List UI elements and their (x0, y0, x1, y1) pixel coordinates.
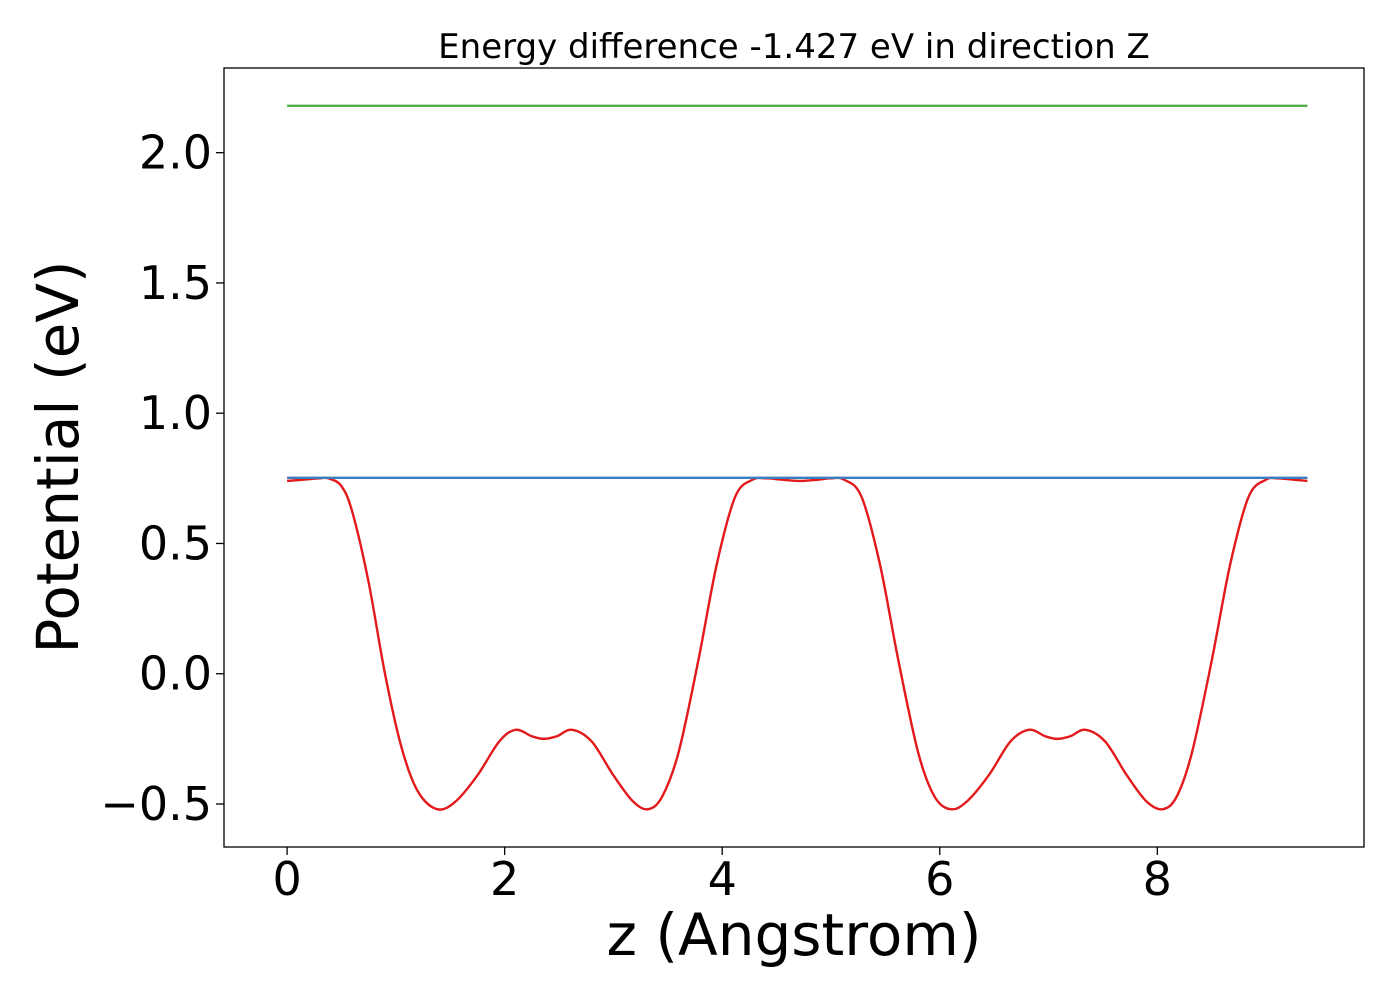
x-axis-label: z (Angstrom) (607, 901, 982, 969)
y-axis-label: Potential (eV) (24, 260, 92, 653)
y-axis: −0.5 0.0 0.5 1.0 1.5 2.0 (100, 126, 224, 831)
y-tick-label: 1.5 (139, 256, 212, 310)
series-layer (286, 104, 1308, 811)
y-tick-label: 1.0 (139, 386, 212, 440)
y-tick-label: 0.5 (139, 516, 212, 570)
x-tick-label: 6 (925, 852, 954, 906)
chart-title: Energy difference -1.427 eV in direction… (438, 27, 1150, 67)
series-line-0 (286, 476, 1308, 811)
y-tick-label: 2.0 (139, 126, 212, 180)
x-tick-label: 4 (708, 852, 737, 906)
x-axis: 0 2 4 6 8 (272, 847, 1172, 906)
plot-frame (223, 67, 1365, 848)
y-tick-label: −0.5 (100, 777, 212, 831)
x-tick-label: 8 (1143, 852, 1172, 906)
x-tick-label: 2 (490, 852, 519, 906)
x-tick-label: 0 (272, 852, 301, 906)
y-tick-label: 0.0 (139, 647, 212, 701)
